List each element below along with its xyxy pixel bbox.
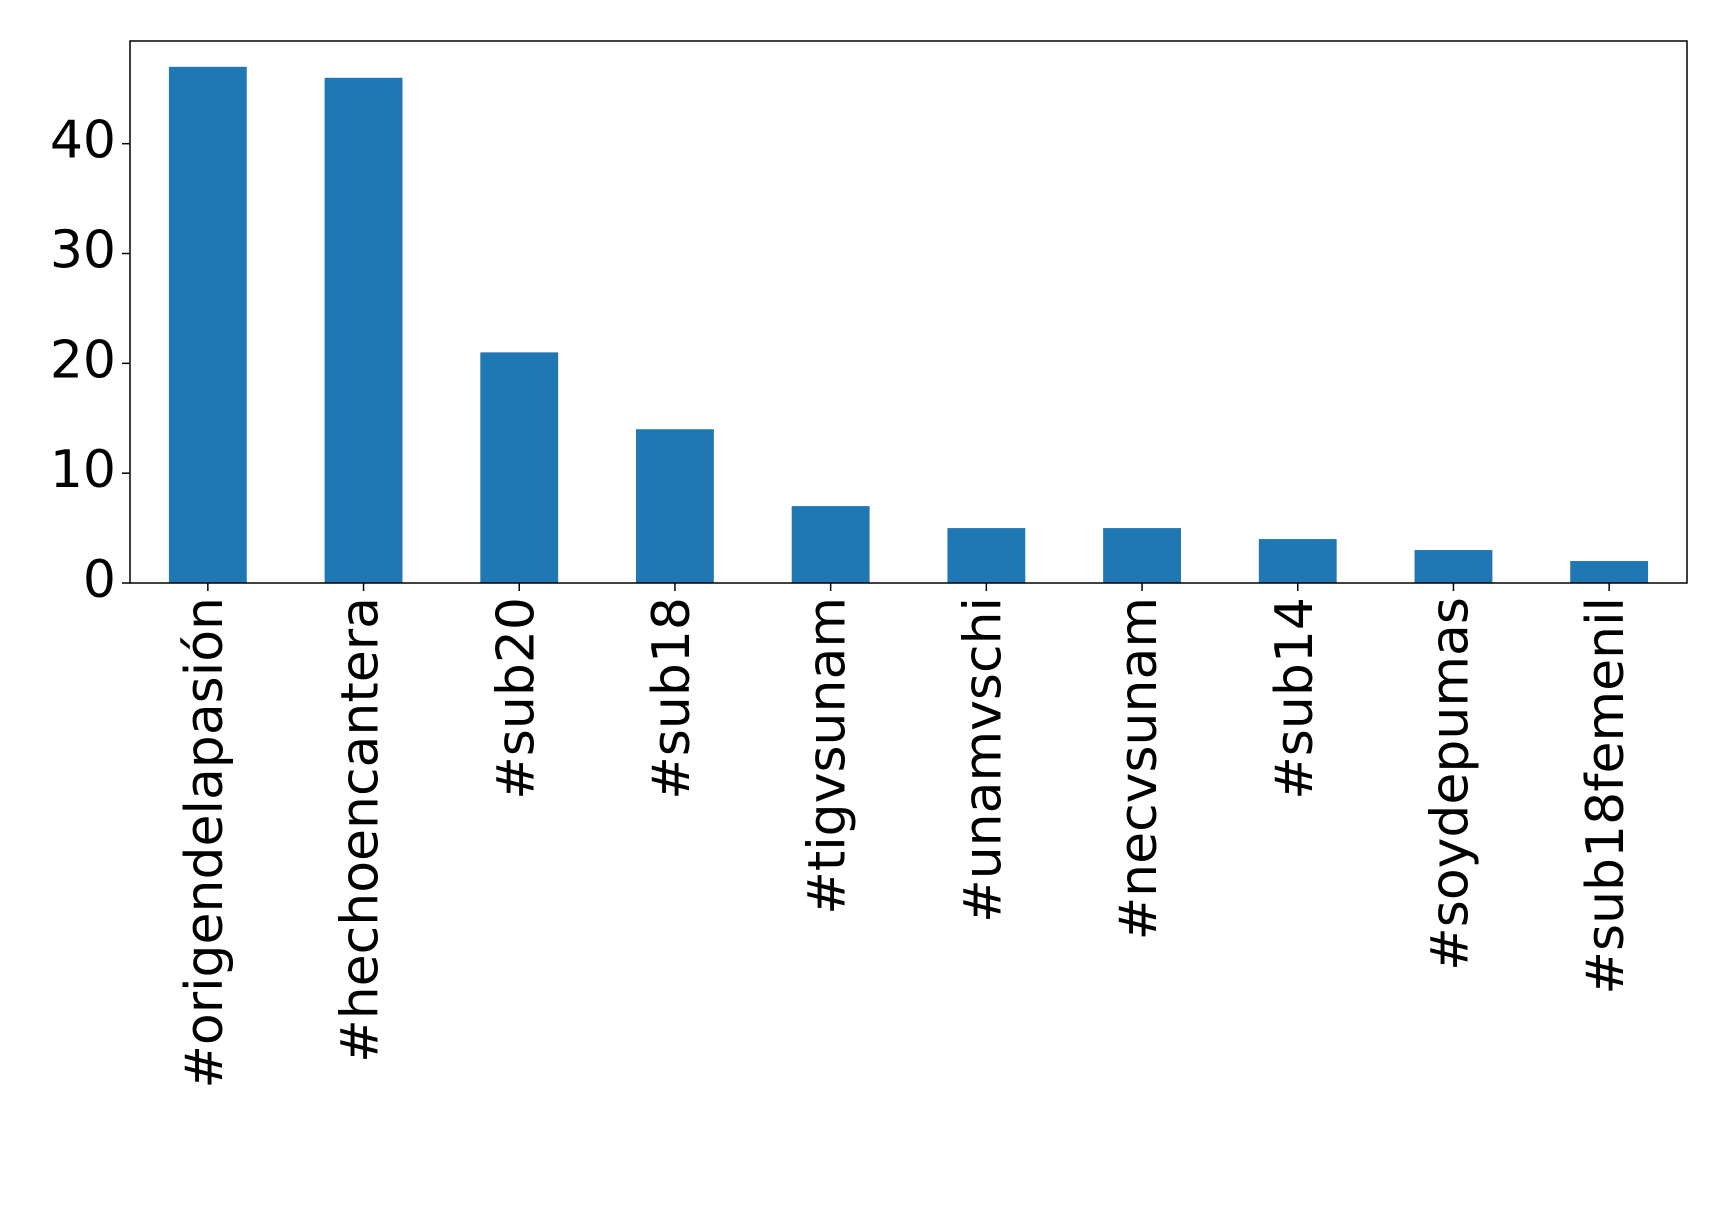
bar bbox=[636, 429, 714, 583]
bar bbox=[1258, 539, 1337, 583]
x-tick-label: #tigvsunam bbox=[798, 597, 858, 915]
x-tick-label: #necvsunam bbox=[1109, 597, 1169, 940]
x-tick-label: #sub18 bbox=[642, 597, 702, 800]
bar bbox=[791, 506, 870, 583]
bar bbox=[947, 528, 1026, 583]
y-tick-label: 0 bbox=[83, 550, 116, 610]
y-tick-label: 40 bbox=[50, 111, 116, 171]
x-tick-label: #origendelapasión bbox=[175, 597, 235, 1089]
y-tick-label: 10 bbox=[50, 440, 116, 500]
y-tick-label: 30 bbox=[50, 221, 116, 281]
bar bbox=[324, 77, 403, 583]
x-tick-label: #sub18femenil bbox=[1576, 597, 1636, 995]
x-tick-label: #hechoencantera bbox=[331, 597, 391, 1063]
bar bbox=[1570, 561, 1649, 583]
x-tick-label: #sub14 bbox=[1265, 597, 1325, 800]
y-tick-label: 20 bbox=[50, 330, 116, 390]
x-tick-label: #unamvschi bbox=[953, 597, 1013, 923]
bar bbox=[480, 352, 559, 583]
bar bbox=[168, 66, 247, 584]
bar bbox=[1414, 550, 1493, 583]
plot-frame bbox=[129, 40, 1688, 584]
bar bbox=[1103, 528, 1181, 583]
x-tick-label: #soydepumas bbox=[1420, 597, 1480, 971]
x-tick-label: #sub20 bbox=[486, 597, 546, 800]
